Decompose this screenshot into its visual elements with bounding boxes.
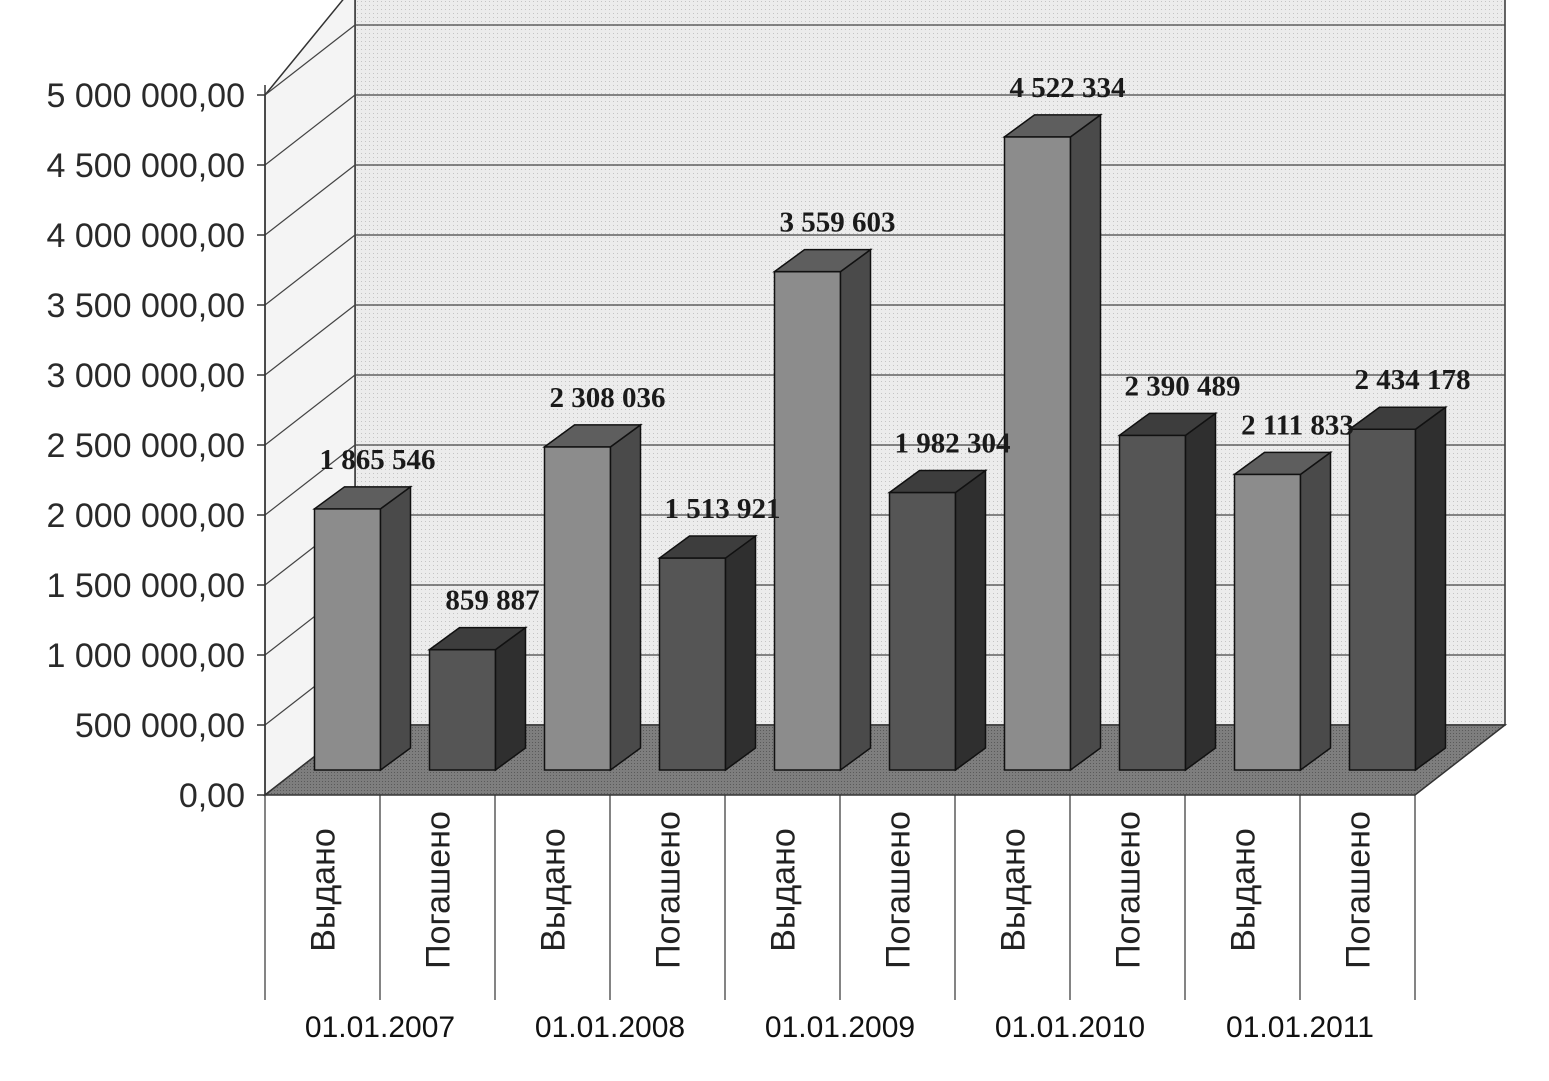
data-labels: 1 865 546 859 887 2 308 036 1 513 921 3 559 … [320,72,1471,617]
bar-top [887,469,988,494]
category-label: Выдано [1225,828,1263,952]
bar-repaid [1348,428,1417,771]
y-tick-label: 5 000 000,00 [46,77,245,115]
y-tick-label: 0,00 [179,777,245,815]
bar-side [609,423,642,772]
y-tick-label: 2 500 000,00 [46,427,245,465]
bar-side [724,534,757,772]
group-label: 01.01.2008 [535,1011,685,1044]
data-label: 4 522 334 [1010,72,1126,104]
bar-issued [543,446,612,771]
y-tick-label: 3 000 000,00 [46,357,245,395]
group-label: 01.01.2009 [765,1011,915,1044]
bar-top [772,248,873,273]
category-label: Выдано [535,828,573,952]
category-label: Погашено [1110,811,1148,969]
bar-side [1184,411,1217,772]
bar-repaid [1118,434,1187,771]
bar-side [1414,405,1447,772]
gridline-side [264,94,356,166]
bar-issued [773,270,842,771]
data-label: 2 111 833 [1241,409,1354,441]
category-label: Выдано [765,828,803,952]
bar-side [1069,113,1102,772]
bar-repaid [428,648,497,771]
bar-side [1299,450,1332,772]
bar-top [1232,451,1333,476]
bar-top [657,535,758,559]
data-label: 2 308 036 [550,382,666,414]
y-tick-label: 4 500 000,00 [46,147,245,185]
bar-side [839,248,872,772]
bars [312,113,1448,772]
data-label: 2 390 489 [1125,370,1241,402]
bar-side [954,468,987,772]
category-label: Выдано [305,828,343,952]
y-tick-label: 4 000 000,00 [46,217,245,255]
category-label: Погашено [650,811,688,969]
y-tick-label: 2 000 000,00 [46,497,245,535]
x-axis: Выдано Погашено Выдано Погашено Выдано Погаше… [264,795,1416,1044]
gridline-side [264,24,356,96]
bar-repaid [888,491,957,771]
bar-top [1117,412,1218,437]
category-label: Выдано [995,828,1033,952]
y-tick-label: 1 500 000,00 [46,567,245,605]
data-label: 3 559 603 [780,207,896,239]
gridline-side [264,444,356,516]
bar-side [494,626,527,772]
gridline-side [264,234,356,306]
data-label: 859 887 [445,585,539,617]
data-label: 2 434 178 [1355,364,1471,396]
data-label: 1 982 304 [895,427,1011,459]
gridline-side [264,304,356,376]
bar-issued [1003,136,1072,771]
bar-issued [313,508,382,771]
group-label: 01.01.2011 [1226,1011,1374,1044]
data-label: 1 865 546 [320,444,436,476]
category-label: Погашено [420,811,458,969]
bar-issued [1233,473,1302,771]
group-label: 01.01.2010 [995,1011,1145,1044]
y-tick-label: 500 000,00 [75,707,245,745]
bar-top [1002,114,1103,138]
category-label: Погашено [880,811,918,969]
bar-top [1347,406,1448,430]
bar-top [312,486,413,510]
bar-side [379,485,412,772]
gridline-side [264,164,356,236]
group-label: 01.01.2007 [305,1011,455,1044]
data-label: 1 513 921 [665,493,781,525]
gridline-side [264,374,356,446]
y-tick-label: 3 500 000,00 [46,287,245,325]
bar-top [427,626,528,651]
y-tick-label: 1 000 000,00 [46,637,245,675]
category-label: Погашено [1340,811,1378,969]
y-axis: 0,00 500 000,00 1 000 000,00 1 500 000,00 2 … [46,77,266,815]
bar-top [542,424,643,448]
bar-repaid [658,557,727,771]
